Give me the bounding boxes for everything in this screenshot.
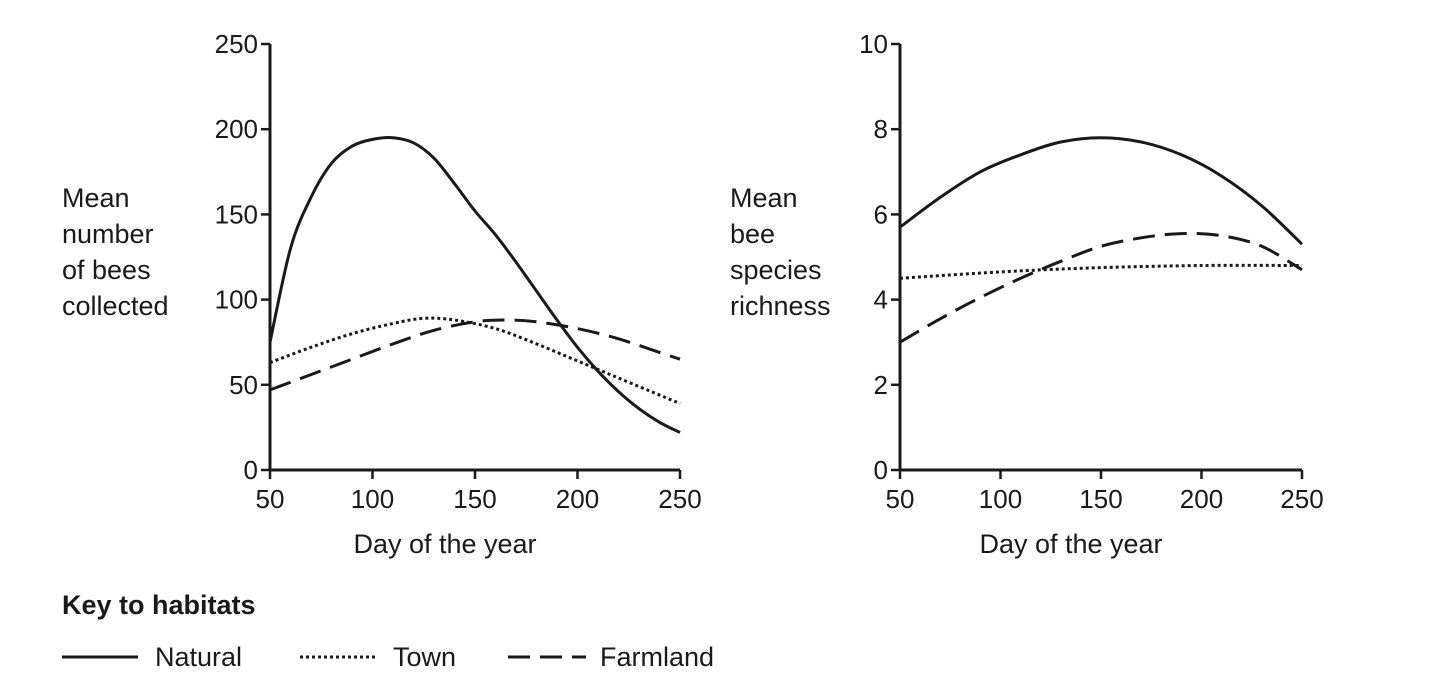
x-tick-label: 200 (1180, 484, 1223, 514)
series-line-natural (268, 136, 681, 434)
legend-label-farmland: Farmland (600, 642, 714, 672)
legend: Key to habitats Natural Town Farmland (62, 590, 714, 672)
y-tick-label: 10 (859, 29, 888, 59)
legend-label-natural: Natural (155, 642, 242, 672)
x-tick-label: 250 (1280, 484, 1323, 514)
y-tick-label: 2 (874, 370, 888, 400)
y-axis-label: of bees (62, 255, 151, 285)
series-line-town (899, 263, 1303, 280)
x-tick-label: 100 (351, 484, 394, 514)
y-tick-label: 50 (229, 370, 258, 400)
y-tick-label: 100 (215, 285, 258, 315)
series-line-farmland (269, 318, 681, 392)
legend-label-town: Town (393, 642, 456, 672)
chart-mean-species-richness: 0 2 4 6 8 10 50 100 150 200 250 Day of the year Mean… (730, 29, 1324, 559)
y-axis-label: species (730, 255, 822, 285)
y-axis-label: Mean (62, 183, 130, 213)
y-tick-label: 8 (874, 114, 888, 144)
series-line-town (269, 316, 681, 405)
y-tick-label: 6 (874, 199, 888, 229)
x-tick-label: 150 (453, 484, 496, 514)
y-tick-label: 4 (874, 285, 888, 315)
x-tick-label: 150 (1079, 484, 1122, 514)
y-axis-label: collected (62, 291, 169, 321)
x-tick-label: 250 (658, 484, 701, 514)
x-tick-label: 50 (886, 484, 915, 514)
x-tick-label: 50 (256, 484, 285, 514)
y-tick-label: 250 (215, 29, 258, 59)
x-axis-label: Day of the year (979, 529, 1162, 559)
y-axis-label: bee (730, 219, 775, 249)
y-axis-label: richness (730, 291, 831, 321)
series-line-farmland (899, 231, 1303, 344)
legend-title: Key to habitats (62, 590, 256, 620)
series-line-natural (899, 136, 1304, 246)
y-tick-label: 0 (874, 455, 888, 485)
x-tick-label: 100 (979, 484, 1022, 514)
x-axis-label: Day of the year (353, 529, 536, 559)
y-tick-label: 200 (215, 114, 258, 144)
y-axis-label: number (62, 219, 154, 249)
y-axis-label: Mean (730, 183, 798, 213)
y-tick-label: 150 (215, 199, 258, 229)
y-tick-label: 0 (244, 455, 258, 485)
x-tick-label: 200 (556, 484, 599, 514)
